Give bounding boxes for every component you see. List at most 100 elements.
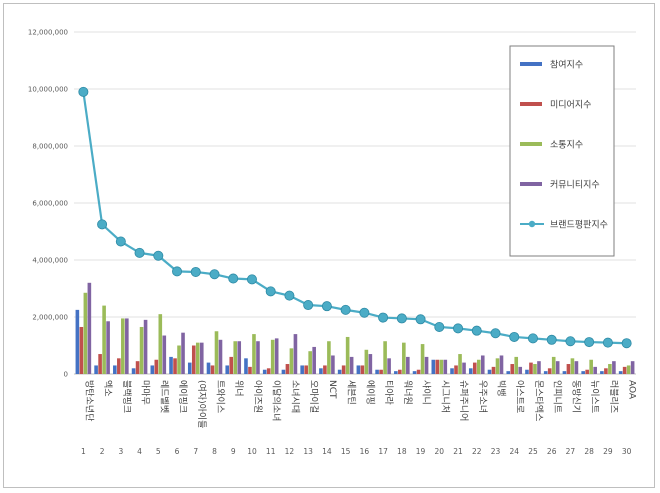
line-point xyxy=(209,269,220,280)
bar xyxy=(252,334,256,374)
line-point xyxy=(378,312,389,323)
bar xyxy=(285,364,290,374)
y-tick-label: 6,000,000 xyxy=(32,200,68,208)
x-category-label: 인피니트 xyxy=(552,380,563,413)
line-point xyxy=(153,250,164,261)
bar xyxy=(139,326,144,374)
x-category-label: 뉴이스트 xyxy=(589,380,600,413)
bar xyxy=(618,371,623,374)
x-rank-number: 5 xyxy=(156,447,161,456)
bar xyxy=(210,365,215,374)
x-category-label: 오마이걸 xyxy=(308,380,319,413)
bar xyxy=(319,368,323,374)
line-point xyxy=(246,274,257,285)
line-point xyxy=(115,236,126,247)
x-category-label: 엑소 xyxy=(102,380,114,397)
bar xyxy=(158,314,163,374)
line-point xyxy=(602,337,613,348)
legend-label: 소통지수 xyxy=(550,140,583,151)
x-rank-number: 25 xyxy=(528,447,538,456)
x-rank-number: 19 xyxy=(416,447,426,456)
bar xyxy=(135,361,140,374)
bar xyxy=(323,365,327,374)
x-category-label: 에이핑크 xyxy=(177,380,188,413)
line-point xyxy=(471,325,482,336)
legend-label: 커뮤니티지수 xyxy=(550,180,600,191)
x-rank-number: 30 xyxy=(622,447,632,456)
bar xyxy=(626,365,631,374)
y-tick-label: 12,000,000 xyxy=(28,29,68,37)
y-tick-label: 0 xyxy=(64,371,68,379)
x-category-label: 슈퍼주니어 xyxy=(458,380,469,421)
x-category-label: 마마무 xyxy=(140,380,151,405)
line-point xyxy=(340,304,351,315)
bar xyxy=(462,362,466,374)
bar xyxy=(533,364,537,374)
bar xyxy=(304,365,308,374)
line-point xyxy=(228,273,239,284)
bar xyxy=(630,361,635,374)
bar xyxy=(375,369,379,374)
bar xyxy=(162,335,167,374)
line-series xyxy=(78,86,632,349)
bar xyxy=(472,362,477,374)
bar xyxy=(416,369,421,374)
line-point xyxy=(303,300,314,311)
bar xyxy=(237,341,242,374)
bar xyxy=(337,369,342,374)
bar xyxy=(525,369,529,374)
bar xyxy=(181,332,185,374)
bar xyxy=(589,359,593,374)
legend-swatch xyxy=(520,142,542,146)
y-tick-label: 2,000,000 xyxy=(32,314,68,322)
bar xyxy=(327,341,331,374)
line-point xyxy=(490,328,501,339)
bar xyxy=(113,365,117,374)
x-rank-number: 14 xyxy=(322,447,332,456)
line-point xyxy=(284,290,295,301)
bar xyxy=(191,345,196,374)
x-rank-number: 6 xyxy=(175,447,180,456)
x-category-label: 레드벨벳 xyxy=(158,380,169,413)
x-rank-number: 23 xyxy=(491,447,501,456)
bar xyxy=(529,362,533,374)
bar xyxy=(383,341,387,374)
bar xyxy=(514,356,519,374)
bar xyxy=(154,359,159,374)
x-category-label: 몬스타엑스 xyxy=(533,380,545,421)
bar xyxy=(229,356,234,374)
bar xyxy=(199,342,204,374)
y-gridlines xyxy=(74,31,636,375)
bar xyxy=(443,359,448,374)
bar xyxy=(480,355,485,374)
line-point xyxy=(434,321,445,332)
bar xyxy=(143,319,148,374)
line-point xyxy=(527,333,538,344)
brand-reputation-chart: 0 2,000,000 4,000,000 6,000,000 8,000,000 10,… xyxy=(28,29,637,457)
bar xyxy=(83,292,88,374)
bar xyxy=(360,365,365,374)
bar xyxy=(79,326,84,374)
x-category-label: 빅뱅 xyxy=(496,380,507,397)
line-point xyxy=(190,266,201,277)
bar xyxy=(150,365,155,374)
bar xyxy=(206,362,211,374)
legend-swatch xyxy=(520,102,542,106)
bar xyxy=(293,334,298,374)
x-rank-number: 15 xyxy=(341,447,351,456)
bar xyxy=(281,369,286,374)
line-point xyxy=(509,331,520,342)
x-category-label: AOA xyxy=(627,380,637,400)
legend-label: 참여지수 xyxy=(550,59,583,71)
x-category-label: 아스트로 xyxy=(514,380,525,413)
x-rank-number: 4 xyxy=(137,447,142,456)
bar xyxy=(289,348,294,374)
x-category-label: 이달의소녀 xyxy=(271,380,283,421)
bar xyxy=(518,366,523,374)
bar xyxy=(87,282,92,374)
bar xyxy=(233,341,238,374)
x-rank-number: 24 xyxy=(509,447,519,456)
bar xyxy=(566,364,571,374)
legend-swatch xyxy=(520,62,542,66)
